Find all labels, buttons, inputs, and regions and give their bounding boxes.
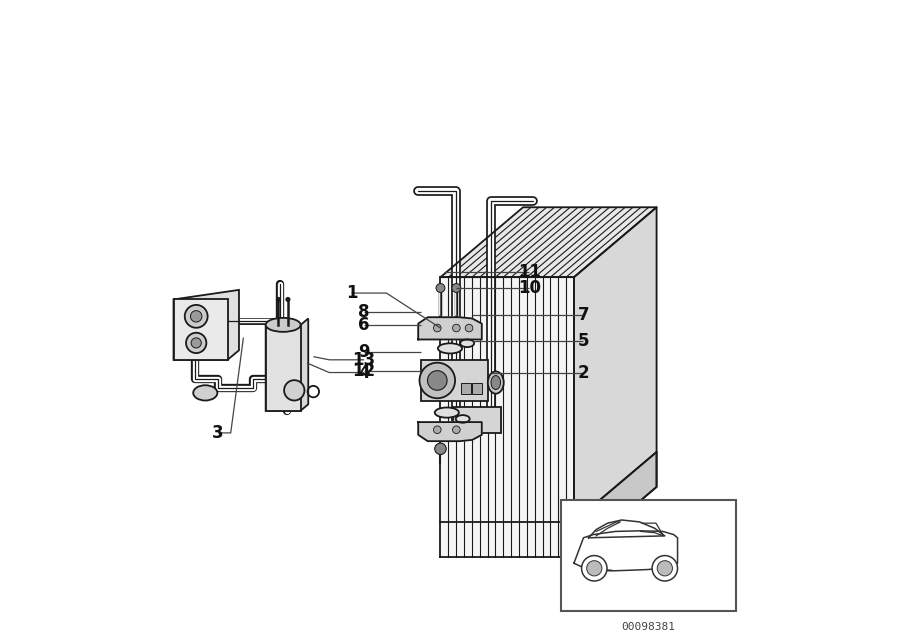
Ellipse shape bbox=[491, 376, 500, 390]
Polygon shape bbox=[418, 422, 482, 441]
Text: 13: 13 bbox=[353, 351, 376, 369]
Polygon shape bbox=[574, 207, 657, 557]
Polygon shape bbox=[440, 277, 574, 557]
Text: 5: 5 bbox=[578, 332, 590, 350]
Text: 6: 6 bbox=[358, 316, 370, 334]
Text: 11: 11 bbox=[518, 263, 541, 281]
Polygon shape bbox=[174, 299, 228, 360]
Circle shape bbox=[581, 555, 607, 581]
Polygon shape bbox=[174, 290, 239, 360]
Ellipse shape bbox=[460, 340, 474, 347]
Circle shape bbox=[435, 443, 446, 455]
Circle shape bbox=[657, 561, 672, 576]
Circle shape bbox=[465, 324, 472, 332]
Circle shape bbox=[428, 371, 447, 390]
Polygon shape bbox=[266, 325, 301, 411]
Circle shape bbox=[652, 555, 678, 581]
Text: 10: 10 bbox=[518, 279, 541, 297]
Circle shape bbox=[191, 311, 202, 322]
Circle shape bbox=[275, 297, 281, 302]
Circle shape bbox=[453, 426, 460, 434]
Polygon shape bbox=[418, 317, 482, 340]
Circle shape bbox=[191, 338, 202, 348]
Polygon shape bbox=[574, 452, 657, 557]
Text: 9: 9 bbox=[358, 343, 370, 361]
Text: 4: 4 bbox=[358, 364, 370, 382]
Text: 00098381: 00098381 bbox=[622, 622, 676, 633]
Ellipse shape bbox=[435, 408, 459, 418]
Circle shape bbox=[419, 362, 455, 398]
Polygon shape bbox=[440, 207, 657, 277]
Circle shape bbox=[184, 305, 208, 328]
Text: 12: 12 bbox=[353, 362, 376, 380]
Text: 2: 2 bbox=[578, 364, 590, 382]
Bar bbox=[461, 383, 471, 394]
Bar bbox=[454, 408, 500, 433]
Circle shape bbox=[434, 426, 441, 434]
Circle shape bbox=[434, 324, 441, 332]
Circle shape bbox=[436, 283, 445, 292]
Circle shape bbox=[285, 297, 291, 302]
Text: 8: 8 bbox=[358, 303, 370, 321]
Polygon shape bbox=[421, 360, 488, 401]
Text: 7: 7 bbox=[578, 306, 590, 324]
Circle shape bbox=[587, 561, 602, 576]
Polygon shape bbox=[266, 318, 309, 411]
Circle shape bbox=[453, 324, 460, 332]
Circle shape bbox=[452, 283, 461, 292]
Ellipse shape bbox=[284, 380, 304, 401]
Ellipse shape bbox=[194, 385, 218, 401]
Circle shape bbox=[186, 333, 206, 353]
Text: 1: 1 bbox=[346, 284, 357, 302]
Text: 3: 3 bbox=[212, 424, 224, 442]
Ellipse shape bbox=[488, 371, 504, 394]
Bar bbox=[562, 499, 736, 611]
Ellipse shape bbox=[266, 318, 301, 332]
Ellipse shape bbox=[455, 415, 470, 423]
Bar bbox=[472, 383, 482, 394]
Ellipse shape bbox=[438, 343, 462, 354]
